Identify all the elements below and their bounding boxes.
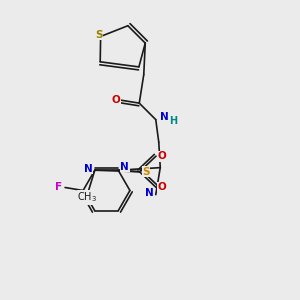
Text: F: F: [55, 182, 62, 193]
Text: S: S: [142, 167, 150, 177]
Text: O: O: [112, 95, 121, 105]
Text: O: O: [157, 151, 166, 161]
Text: N: N: [84, 164, 93, 174]
Text: S: S: [95, 30, 103, 40]
Text: N: N: [120, 162, 129, 172]
Text: N: N: [160, 112, 169, 122]
Text: O: O: [157, 182, 166, 192]
Text: H: H: [169, 116, 177, 126]
Text: CH$_3$: CH$_3$: [77, 190, 97, 204]
Text: N: N: [145, 188, 154, 198]
